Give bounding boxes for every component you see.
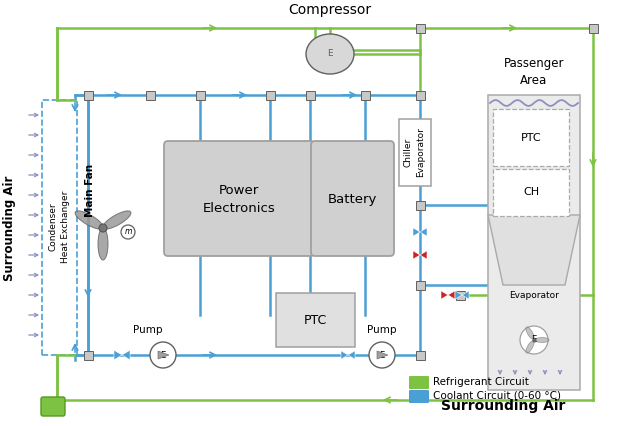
Text: Coolant Circuit (0-60 °C): Coolant Circuit (0-60 °C) — [433, 391, 561, 401]
Text: Power
Electronics: Power Electronics — [203, 184, 275, 216]
Polygon shape — [413, 251, 420, 259]
Ellipse shape — [526, 341, 534, 353]
FancyBboxPatch shape — [415, 23, 425, 32]
Text: Pump: Pump — [367, 325, 397, 335]
FancyBboxPatch shape — [195, 90, 205, 100]
Polygon shape — [114, 350, 122, 360]
Circle shape — [520, 326, 548, 354]
FancyBboxPatch shape — [399, 119, 431, 186]
Polygon shape — [488, 215, 580, 285]
Ellipse shape — [535, 337, 549, 343]
FancyBboxPatch shape — [265, 90, 275, 100]
FancyBboxPatch shape — [164, 141, 314, 256]
Text: Evaporator: Evaporator — [417, 127, 425, 177]
Text: CH: CH — [523, 187, 539, 197]
FancyBboxPatch shape — [41, 397, 65, 416]
FancyBboxPatch shape — [493, 109, 569, 166]
Text: Refrigerant Circuit: Refrigerant Circuit — [433, 377, 529, 387]
Text: E: E — [379, 351, 384, 360]
Polygon shape — [420, 228, 427, 236]
Ellipse shape — [103, 211, 131, 229]
FancyBboxPatch shape — [415, 90, 425, 100]
Text: PTC: PTC — [303, 314, 327, 326]
Ellipse shape — [526, 327, 534, 339]
Text: Evaporator: Evaporator — [509, 291, 559, 299]
Text: Condenser: Condenser — [48, 203, 58, 251]
Text: Heat Exchanger: Heat Exchanger — [61, 191, 69, 263]
Text: E: E — [327, 49, 333, 58]
Polygon shape — [420, 251, 427, 259]
FancyBboxPatch shape — [488, 95, 580, 390]
Polygon shape — [348, 351, 355, 359]
Text: Surrounding Air: Surrounding Air — [441, 399, 565, 413]
Circle shape — [99, 224, 107, 232]
FancyBboxPatch shape — [415, 351, 425, 360]
Ellipse shape — [98, 228, 108, 260]
FancyBboxPatch shape — [42, 100, 77, 355]
Text: Pump: Pump — [133, 325, 162, 335]
Text: PTC: PTC — [521, 133, 541, 143]
FancyBboxPatch shape — [456, 291, 464, 299]
Ellipse shape — [306, 34, 354, 74]
Polygon shape — [158, 351, 169, 359]
Text: E: E — [531, 336, 537, 345]
Polygon shape — [462, 291, 469, 299]
FancyBboxPatch shape — [415, 280, 425, 290]
FancyBboxPatch shape — [588, 23, 598, 32]
Polygon shape — [441, 291, 448, 299]
Polygon shape — [122, 350, 130, 360]
FancyBboxPatch shape — [306, 90, 314, 100]
FancyBboxPatch shape — [84, 351, 92, 360]
Circle shape — [150, 342, 176, 368]
FancyBboxPatch shape — [415, 201, 425, 210]
Polygon shape — [377, 351, 388, 359]
Text: Main Fan: Main Fan — [85, 164, 95, 216]
FancyBboxPatch shape — [276, 293, 355, 347]
FancyBboxPatch shape — [409, 376, 429, 389]
Polygon shape — [341, 351, 348, 359]
FancyBboxPatch shape — [84, 90, 92, 100]
Text: Chiller: Chiller — [404, 137, 412, 167]
FancyBboxPatch shape — [311, 141, 394, 256]
Text: E: E — [161, 351, 166, 360]
Text: Compressor: Compressor — [288, 3, 371, 17]
Ellipse shape — [75, 211, 103, 229]
Text: Passenger
Area: Passenger Area — [503, 57, 564, 87]
FancyBboxPatch shape — [409, 390, 429, 403]
Text: m: m — [125, 227, 131, 236]
Circle shape — [369, 342, 395, 368]
FancyBboxPatch shape — [360, 90, 370, 100]
FancyBboxPatch shape — [146, 90, 154, 100]
Polygon shape — [455, 291, 462, 299]
Circle shape — [121, 225, 135, 239]
Text: Surrounding Air: Surrounding Air — [4, 176, 17, 281]
Text: Battery: Battery — [327, 193, 377, 207]
Polygon shape — [448, 291, 455, 299]
FancyBboxPatch shape — [493, 169, 569, 216]
Polygon shape — [413, 228, 420, 236]
